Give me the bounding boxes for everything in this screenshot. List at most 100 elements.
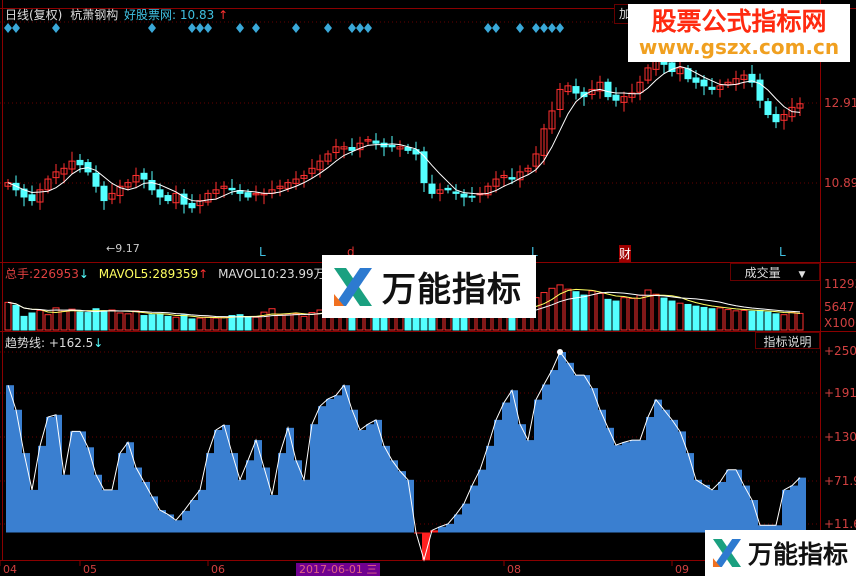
trend-bar [462, 503, 466, 533]
volume-bar [12, 304, 20, 331]
candle [228, 187, 236, 191]
trend-bar [442, 526, 446, 533]
candle [700, 79, 708, 87]
candle [556, 88, 564, 111]
signal-diamond [204, 23, 212, 33]
volume-bar [716, 307, 724, 331]
trend-bar [418, 532, 422, 534]
trend-bar [142, 481, 146, 533]
trend-bar [658, 399, 662, 533]
logo-icon [334, 267, 372, 306]
candle [100, 185, 108, 202]
trend-bar [670, 419, 674, 533]
signal-diamond [548, 23, 556, 33]
trend-bar [6, 385, 10, 533]
trend-bar [182, 510, 186, 533]
trend-bar [326, 398, 330, 533]
candle [452, 191, 460, 194]
candle [28, 194, 36, 202]
volume-bar [108, 309, 116, 331]
candle [716, 85, 724, 90]
indicator-selector[interactable]: 成交量 ▼ [730, 263, 820, 281]
trend-bar [386, 445, 390, 533]
trend-bar [322, 406, 326, 533]
volume-bar [772, 313, 780, 331]
candle [604, 81, 612, 98]
volume-bar [276, 314, 284, 331]
stock-name: 杭萧钢构 [70, 8, 119, 22]
candle [196, 200, 204, 207]
candle [292, 178, 300, 184]
volume-bar [132, 310, 140, 331]
candle [332, 146, 340, 154]
trend-bar [246, 460, 250, 533]
trend-tick: +250.0 [824, 344, 856, 358]
trend-bar [186, 510, 190, 533]
candle [444, 187, 452, 191]
trend-bar [586, 375, 590, 533]
signal-diamond [148, 23, 156, 33]
volume-bar [444, 316, 452, 331]
volume-bar [708, 308, 716, 331]
trend-bar [102, 489, 106, 533]
trend-bar [90, 447, 94, 533]
candle [508, 177, 516, 180]
candle [740, 74, 748, 80]
candle [284, 182, 292, 189]
volume-bar [636, 294, 644, 331]
candle [708, 86, 716, 90]
trend-bar [122, 453, 126, 533]
trend-bar [394, 460, 398, 533]
candle [460, 193, 468, 198]
trend-bar [298, 460, 302, 533]
signal-diamond [364, 23, 372, 33]
volume-tick: 11293 [824, 277, 856, 291]
trend-bar [330, 398, 334, 533]
volume-bar [76, 311, 84, 331]
candle [396, 146, 404, 150]
arrow-up-icon: ↑ [198, 267, 209, 281]
trend-bar [678, 431, 682, 533]
candle [188, 202, 196, 209]
signal-diamond [356, 23, 364, 33]
trend-bar [542, 384, 546, 533]
candle [636, 81, 644, 93]
candle [220, 185, 228, 189]
trend-bar [294, 460, 298, 533]
signal-diamond [324, 23, 332, 33]
trend-bar [154, 496, 158, 533]
volume-bar [556, 284, 564, 331]
top-border [0, 8, 856, 9]
signal-diamond [516, 23, 524, 33]
candle [564, 85, 572, 93]
trend-bar [290, 427, 294, 533]
trend-bar [562, 352, 566, 533]
volume-bar [660, 297, 668, 331]
trend-bar [650, 416, 654, 533]
indicator-help-button[interactable]: 指标说明 [755, 332, 820, 349]
trend-bar [206, 453, 210, 533]
trend-bar [174, 520, 178, 533]
trend-bar [306, 479, 310, 533]
volume-bar [308, 312, 316, 331]
volume-bar [548, 287, 556, 331]
mavol10-label: MAVOL10: [218, 267, 280, 281]
trend-bar [266, 467, 270, 533]
trend-bar [374, 419, 378, 533]
trend-bar [82, 431, 86, 533]
volume-bar [788, 312, 796, 331]
volume-bar [292, 313, 300, 331]
volume-bar [260, 311, 268, 331]
left-border [2, 0, 3, 560]
volume-bar [116, 312, 124, 331]
date-label: 04 [3, 563, 17, 576]
trend-bar [750, 500, 754, 533]
trend-bar [34, 489, 38, 533]
chart-marker: L [531, 245, 538, 259]
mavol10-value: 23.99万 [279, 267, 326, 281]
volume-bar [140, 315, 148, 331]
date-label: 05 [83, 563, 97, 576]
trend-bar [26, 453, 30, 533]
total-label: 总手: [5, 267, 34, 281]
trend-bar [530, 440, 534, 533]
